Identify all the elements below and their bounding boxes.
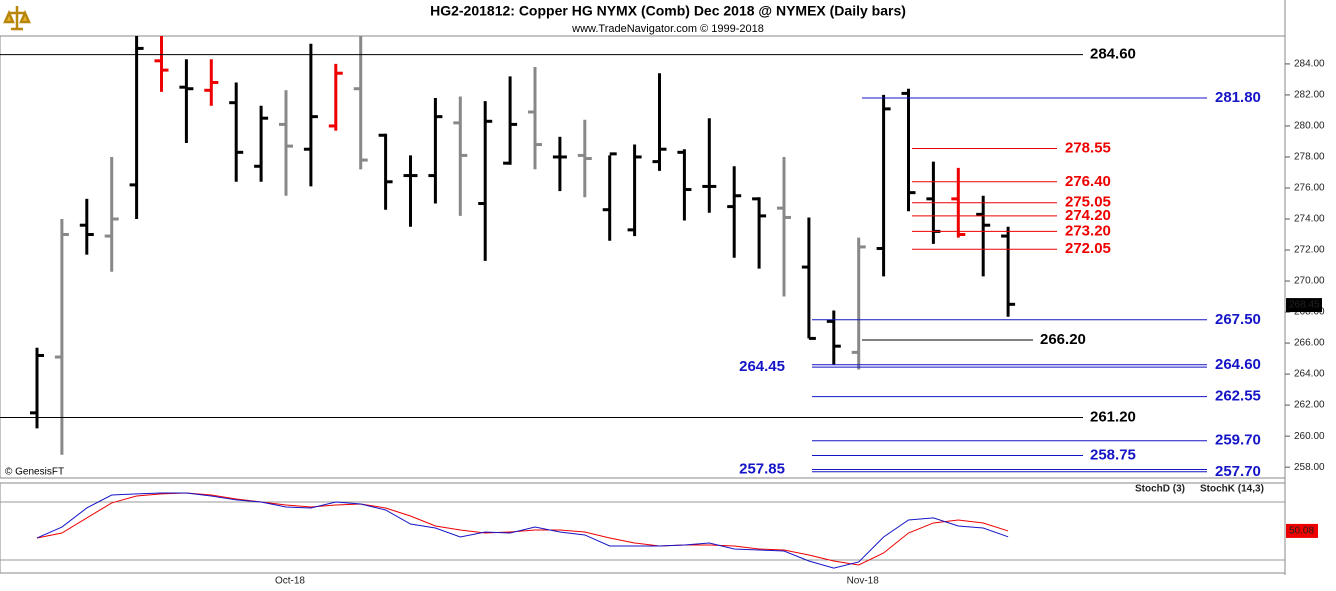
level-label: 264.45 bbox=[739, 358, 785, 375]
x-tick-label: Nov-18 bbox=[847, 576, 880, 587]
bars bbox=[30, 36, 1016, 455]
last-price-badge bbox=[1286, 298, 1322, 313]
level-label: 275.05 bbox=[1065, 194, 1111, 211]
y-tick-label: 276.00 bbox=[1294, 183, 1325, 194]
legend-entry: StochD (3) bbox=[1135, 484, 1185, 495]
level-label: 264.60 bbox=[1215, 356, 1261, 373]
last-price-label: 268.45 bbox=[1289, 300, 1320, 311]
stoch-line bbox=[36, 492, 1009, 566]
y-tick-label: 260.00 bbox=[1294, 431, 1325, 442]
y-tick-label: 258.00 bbox=[1294, 462, 1325, 473]
level-label: 274.20 bbox=[1065, 207, 1111, 224]
stoch-lines bbox=[36, 492, 1009, 569]
level-label: 261.20 bbox=[1090, 408, 1136, 425]
level-label: 272.05 bbox=[1065, 240, 1111, 257]
y-tick-label: 262.00 bbox=[1294, 400, 1325, 411]
stoch-panel bbox=[0, 482, 1286, 574]
level-label: 262.55 bbox=[1215, 388, 1261, 405]
level-label: 266.20 bbox=[1040, 331, 1086, 348]
stoch-line bbox=[36, 492, 1009, 569]
y-tick-label: 264.00 bbox=[1294, 369, 1325, 380]
stoch-badge-label: 50.08 bbox=[1289, 526, 1314, 537]
subtitle: www.TradeNavigator.com © 1999-2018 bbox=[571, 23, 764, 35]
y-tick-label: 280.00 bbox=[1294, 121, 1325, 132]
credit: © GenesisFT bbox=[5, 467, 64, 478]
legend-entry: StochK (14,3) bbox=[1200, 484, 1264, 495]
level-label: 258.75 bbox=[1090, 446, 1136, 463]
level-label: 259.70 bbox=[1215, 432, 1261, 449]
level-label: 276.40 bbox=[1065, 173, 1111, 190]
stoch-badge bbox=[1286, 523, 1318, 538]
y-tick-label: 270.00 bbox=[1294, 276, 1325, 287]
level-label: 257.85 bbox=[739, 460, 785, 477]
y-tick-label: 282.00 bbox=[1294, 90, 1325, 101]
y-tick-label: 284.00 bbox=[1294, 59, 1325, 70]
level-label: 267.50 bbox=[1215, 311, 1261, 328]
x-tick-label: Oct-18 bbox=[275, 576, 305, 587]
y-tick-label: 272.00 bbox=[1294, 245, 1325, 256]
chart-title: HG2-201812: Copper HG NYMX (Comb) Dec 20… bbox=[430, 3, 906, 19]
logo bbox=[3, 4, 31, 32]
y-tick-label: 274.00 bbox=[1294, 214, 1325, 225]
level-label: 273.20 bbox=[1065, 222, 1111, 239]
level-label: 257.70 bbox=[1215, 463, 1261, 480]
level-label: 278.55 bbox=[1065, 139, 1111, 156]
level-label: 284.60 bbox=[1090, 46, 1136, 63]
y-tick-label: 278.00 bbox=[1294, 152, 1325, 163]
level-label: 281.80 bbox=[1215, 89, 1261, 106]
y-tick-label: 268.00 bbox=[1294, 307, 1325, 318]
y-tick-label: 266.00 bbox=[1294, 338, 1325, 349]
